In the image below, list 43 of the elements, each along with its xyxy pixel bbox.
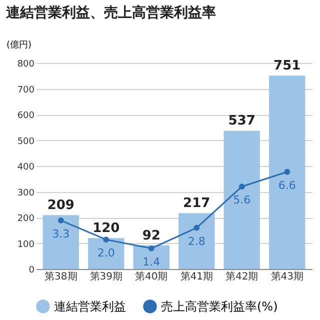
bar	[88, 238, 124, 269]
x-tick-label: 第41期	[180, 270, 213, 282]
bar	[42, 215, 79, 269]
bar	[224, 130, 260, 269]
point	[194, 224, 200, 231]
data-label: 120	[92, 221, 120, 236]
bar	[269, 76, 306, 269]
y-tick-label: 600	[17, 111, 35, 121]
x-tick-label: 第40期	[135, 270, 168, 282]
y-tick-label: 100	[17, 240, 35, 250]
y-tick-label: 400	[17, 162, 35, 172]
x-tick-label: 第39期	[90, 270, 122, 282]
y-tick-label: 800	[17, 60, 35, 70]
point	[103, 236, 110, 243]
bar	[133, 245, 170, 269]
bar	[178, 213, 215, 269]
data-label: 209	[47, 198, 74, 214]
data-label: 5.6	[233, 194, 251, 207]
legend-label: 売上高営業利益率(%)	[161, 299, 278, 314]
point	[58, 217, 64, 224]
chart-title: 連結営業利益、売上高営業利益率	[5, 4, 216, 21]
y-tick-label: 500	[17, 136, 35, 147]
x-tick-label: 第38期	[44, 270, 78, 282]
point	[148, 245, 154, 252]
data-label: 1.4	[142, 255, 160, 268]
point	[284, 168, 290, 175]
y-tick-label: 300	[17, 188, 35, 198]
data-label: 2.0	[97, 246, 115, 260]
data-label: 3.3	[52, 227, 70, 240]
x-tick-label: 第42期	[226, 270, 258, 282]
y-tick-label: 0	[28, 266, 35, 276]
y-tick-label: 200	[17, 214, 35, 224]
data-label: 2.8	[188, 234, 206, 248]
legend-label: 連結営業利益	[54, 299, 126, 314]
point	[238, 184, 245, 190]
y-tick-label: 700	[17, 85, 35, 96]
data-label: 537	[228, 114, 256, 129]
data-label: 751	[274, 58, 301, 74]
y-axis-title: (億円)	[6, 40, 32, 50]
data-label: 6.6	[278, 178, 296, 192]
data-label: 92	[142, 228, 160, 244]
x-tick-label: 第43期	[270, 270, 304, 282]
data-label: 217	[183, 196, 210, 212]
